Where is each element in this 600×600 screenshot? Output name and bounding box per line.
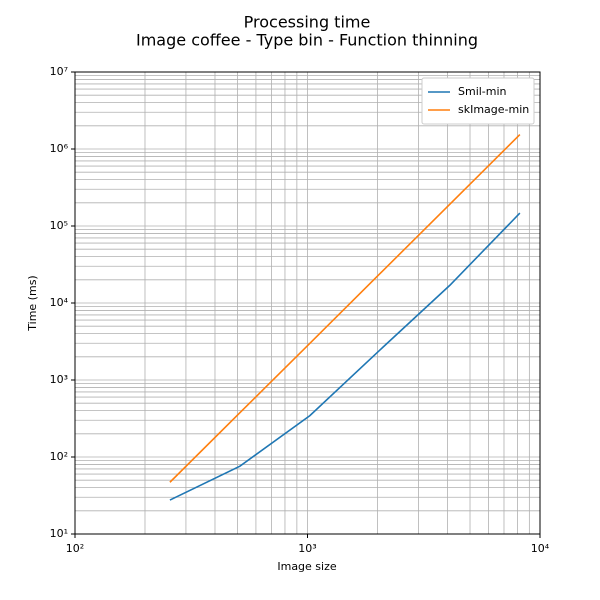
x-tick-label: 10³ [298, 542, 316, 555]
x-axis-label: Image size [277, 560, 337, 573]
series-line [169, 133, 521, 483]
y-tick-label: 10⁴ [50, 296, 69, 309]
y-tick-label: 10¹ [50, 527, 68, 540]
legend-box [421, 77, 535, 125]
y-axis-label: Time (ms) [26, 275, 39, 331]
y-tick-label: 10⁵ [50, 219, 68, 232]
chart-title: Processing time [244, 13, 371, 32]
y-tick-label: 10³ [50, 373, 68, 386]
legend-label: Smil-min [458, 85, 507, 98]
y-tick-label: 10⁷ [50, 65, 68, 78]
x-tick-label: 10² [66, 542, 84, 555]
chart-subtitle: Image coffee - Type bin - Function thinn… [136, 31, 478, 50]
plot-frame [74, 71, 541, 535]
y-tick-label: 10⁶ [50, 142, 69, 155]
series-line [169, 212, 521, 501]
legend-label: skImage-min [458, 103, 529, 116]
y-tick-label: 10² [50, 450, 68, 463]
x-tick-label: 10⁴ [531, 542, 550, 555]
